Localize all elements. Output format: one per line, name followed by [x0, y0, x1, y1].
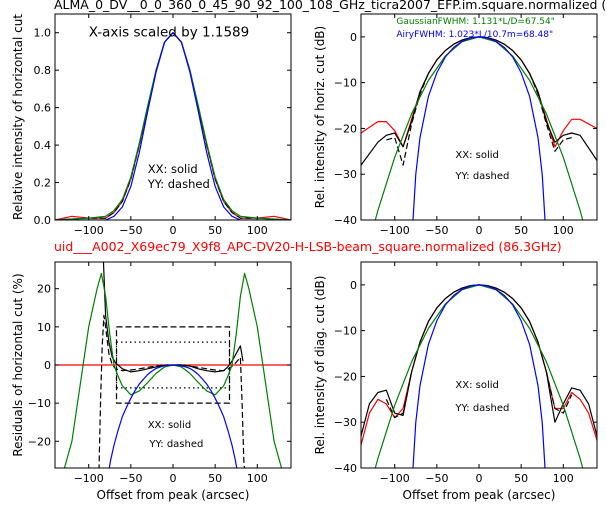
x-tick-label: 100: [247, 224, 268, 237]
annotation-text: XX: solid: [455, 150, 498, 161]
y-tick-label: 20: [37, 283, 51, 296]
x-tick-label: −100: [380, 224, 410, 237]
x-tick-label: 50: [514, 224, 528, 237]
x-tick-label: 50: [208, 472, 222, 485]
x-tick-label: −50: [425, 472, 448, 485]
y-tick-label: 0.8: [34, 64, 52, 77]
series-line-horizontal-cut-db-3: [529, 73, 572, 152]
x-tick-label: 100: [553, 472, 574, 485]
y-tick-label: 10: [37, 321, 51, 334]
x-tick-label: 0: [170, 224, 177, 237]
x-tick-label: −100: [74, 224, 104, 237]
y-tick-label: −20: [28, 435, 51, 448]
y-tick-label: 0: [350, 31, 357, 44]
annotation-text: YY: dashed: [148, 439, 203, 450]
panel-horizontal-cut: −100 −50 0 50 100 0.0 0.2 0.4 0.6 0.8 1.0 Relative …: [11, 13, 292, 237]
y-tick-label: −40: [334, 214, 357, 227]
series-line-residuals-9: [108, 364, 238, 468]
series-line-horizontal-cut-3: [55, 32, 291, 220]
annotation-text: XX: solid: [148, 162, 198, 176]
annotation-text: XX: solid: [455, 380, 498, 391]
annotation-text: YY: dashed: [454, 171, 509, 182]
x-tick-label: 50: [208, 224, 222, 237]
series-line-horizontal-cut-db-2: [386, 73, 429, 166]
y-tick-label: −20: [334, 370, 357, 383]
x-tick-label: −50: [425, 224, 448, 237]
series-line-residuals-2: [98, 314, 246, 468]
annotation-text: YY: dashed: [147, 177, 210, 191]
y-tick-label: −20: [334, 122, 357, 135]
y-tick-label: 0.2: [34, 177, 52, 190]
series-line-horizontal-cut-2: [55, 32, 291, 220]
figure-title-top: ALMA_0_DV__0_0_360_0_45_90_92_100_108_GH…: [54, 0, 606, 12]
series-line-residuals-1: [102, 262, 244, 373]
series-line-diagonal-cut-db-2: [385, 371, 413, 419]
y-tick-label: 0.0: [34, 214, 52, 227]
y-tick-label: −10: [334, 325, 357, 338]
series-line-diagonal-cut-db-3: [545, 371, 573, 414]
series-line-horizontal-cut-1: [55, 32, 291, 220]
y-tick-label: −30: [334, 168, 357, 181]
y-axis-label: Rel. intensity of diag. cut (dB): [313, 276, 327, 455]
y-tick-label: −40: [334, 462, 357, 475]
x-tick-label: 0: [476, 472, 483, 485]
x-tick-label: 0: [476, 224, 483, 237]
x-tick-label: 0: [170, 472, 177, 485]
x-tick-label: −50: [119, 472, 142, 485]
series-line-horizontal-cut-0: [55, 32, 291, 220]
y-axis-label: Rel. intensity of horiz. cut (dB): [313, 26, 327, 208]
annotation-text: XX: solid: [148, 420, 191, 431]
x-tick-label: −100: [74, 472, 104, 485]
series-line-diagonal-cut-db-0: [361, 284, 597, 446]
y-tick-label: −10: [28, 397, 51, 410]
series-line-diagonal-cut-db-5: [412, 284, 546, 468]
y-tick-label: 0.6: [34, 102, 52, 115]
y-tick-label: 0: [44, 359, 51, 372]
y-axis-label: Relative intensity of horizontal cut: [11, 14, 25, 220]
x-tick-label: 50: [514, 472, 528, 485]
x-tick-label: 100: [553, 224, 574, 237]
series-line-horizontal-cut-db-5: [412, 36, 546, 220]
series-line-horizontal-cut-db-0: [361, 36, 597, 148]
series-line-horizontal-cut-db-1: [361, 36, 597, 166]
y-axis-label: Residuals of horizontal cut (%): [11, 273, 25, 456]
x-axis-label: Offset from peak (arcsec): [97, 488, 250, 502]
axes-frame: [360, 13, 598, 221]
y-tick-label: 0: [350, 279, 357, 292]
annotation-text: AiryFWHM: 1.023*L/10.7m=68.48": [396, 30, 553, 40]
x-axis-label: Offset from peak (arcsec): [403, 488, 556, 502]
annotation-text: GaussianFWHM: 1.131*L/D=67.54": [396, 17, 554, 27]
y-tick-label: −30: [334, 416, 357, 429]
y-tick-label: 1.0: [34, 27, 52, 40]
annotation-text: YY: dashed: [454, 403, 509, 414]
x-tick-label: −50: [119, 224, 142, 237]
x-tick-label: 100: [247, 472, 268, 485]
x-tick-label: −100: [380, 472, 410, 485]
figure-title-mid: uid___A002_X69ec79_X9f8_APC-DV20-H-LSB-b…: [54, 239, 562, 254]
y-tick-label: 0.4: [34, 139, 52, 152]
axes-frame: [360, 261, 598, 469]
y-tick-label: −10: [334, 77, 357, 90]
annotation-text: X-axis scaled by 1.1589: [89, 24, 250, 40]
